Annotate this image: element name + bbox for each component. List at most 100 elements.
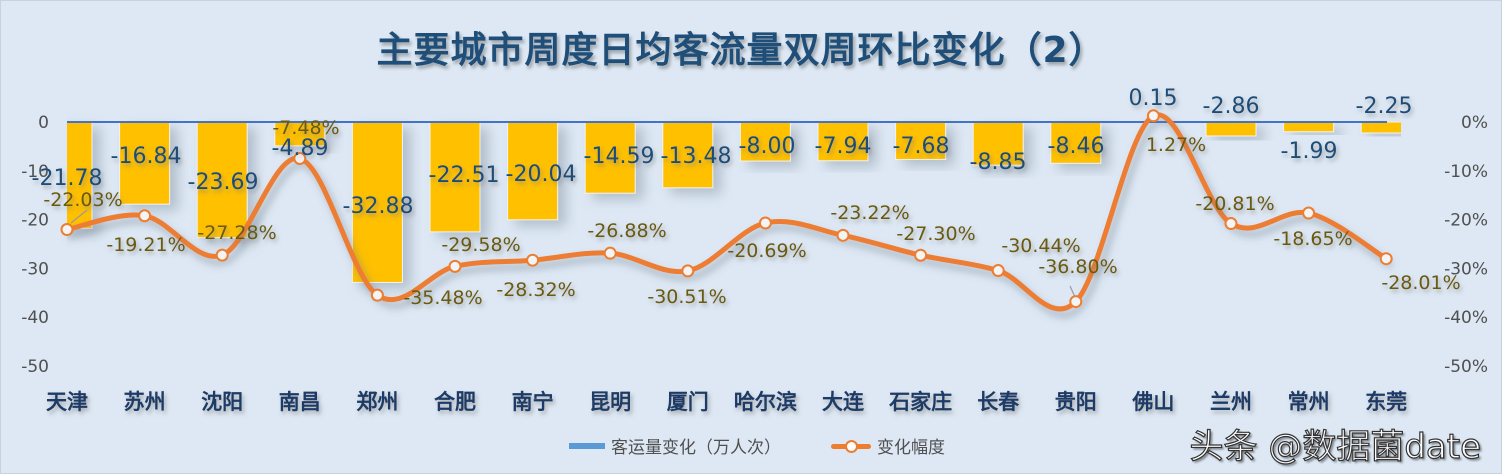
pct-value-label: -28.32%: [496, 279, 575, 301]
line-marker-石家庄[interactable]: [914, 248, 928, 262]
legend-line-marker-icon: [831, 439, 871, 453]
legend-line-label: 变化幅度: [877, 438, 945, 458]
pct-value-label: -20.69%: [727, 240, 806, 262]
pct-value-label: -18.65%: [1273, 228, 1352, 250]
pct-value-label: -20.81%: [1195, 193, 1274, 215]
bar-value-label: -21.78: [32, 166, 103, 191]
x-axis-category-label: 东莞: [1365, 390, 1407, 414]
x-axis-category-label: 佛山: [1131, 390, 1174, 414]
pct-value-label: -7.48%: [272, 117, 339, 139]
bar-郑州[interactable]: [351, 121, 403, 283]
pct-value-label: -36.80%: [1038, 256, 1117, 278]
x-axis-category-label: 南昌: [279, 390, 321, 414]
pct-value-label: -30.44%: [1001, 235, 1080, 257]
line-series-path: [64, 112, 1389, 312]
right-axis-tick: -50%: [1444, 357, 1488, 377]
bar-value-label: -2.86: [1203, 94, 1260, 119]
bar-series: [42, 120, 1411, 283]
line-marker-沈阳[interactable]: [215, 248, 229, 262]
pct-value-label: -23.22%: [830, 202, 909, 224]
line-marker-合肥[interactable]: [448, 259, 462, 273]
bar-value-label: -16.84: [111, 144, 182, 169]
left-axis-tick: -10: [21, 162, 49, 182]
line-marker-兰州[interactable]: [1224, 217, 1238, 231]
bar-南宁[interactable]: [507, 121, 559, 221]
bar-兰州[interactable]: [1205, 121, 1257, 137]
bar-常州[interactable]: [1283, 121, 1335, 133]
pct-value-label: -29.58%: [441, 234, 520, 256]
line-marker-佛山[interactable]: [1146, 109, 1160, 123]
pct-value-label: -30.51%: [647, 286, 726, 308]
line-marker-郑州[interactable]: [370, 288, 384, 302]
x-axis-category-label: 沈阳: [201, 390, 243, 414]
line-marker-贵阳[interactable]: [1069, 295, 1083, 309]
pct-value-label: -19.21%: [106, 234, 185, 256]
right-axis-tick: -40%: [1444, 308, 1488, 328]
bar-value-label: -7.68: [893, 134, 950, 159]
bar-沈阳[interactable]: [196, 121, 248, 239]
bar-东莞[interactable]: [1360, 121, 1411, 134]
bar-value-label: -22.51: [429, 163, 500, 188]
pct-value-label: -35.48%: [403, 287, 482, 309]
line-marker-南昌[interactable]: [293, 152, 307, 166]
right-axis-tick: -20%: [1444, 211, 1488, 231]
bar-value-label: -20.04: [506, 162, 577, 187]
legend-item-bar[interactable]: 客运量变化（万人次）: [569, 433, 781, 458]
bar-厦门[interactable]: [662, 121, 714, 189]
watermark: 头条 @数据菌date: [1189, 426, 1482, 467]
x-axis-category-label: 厦门: [667, 390, 709, 414]
bar-value-label: -8.85: [970, 150, 1027, 175]
left-axis-tick: 0: [38, 113, 49, 133]
x-axis-category-label: 贵阳: [1055, 390, 1097, 414]
bar-value-label: -23.69: [188, 170, 259, 195]
x-axis-category-label: 长春: [977, 390, 1020, 414]
bar-大连[interactable]: [817, 121, 869, 162]
pct-value-label: -27.30%: [896, 223, 975, 245]
bar-昆明[interactable]: [584, 121, 636, 194]
bar-value-label: -32.88: [343, 194, 414, 219]
line-marker-哈尔滨[interactable]: [758, 216, 772, 230]
bar-value-label: -8.00: [739, 134, 796, 159]
pct-value-label: -26.88%: [587, 220, 666, 242]
bar-长春[interactable]: [972, 121, 1024, 166]
x-axis-category-label: 天津: [46, 390, 88, 414]
line-marker-厦门[interactable]: [681, 264, 695, 278]
x-axis-category-label: 哈尔滨: [734, 390, 797, 414]
x-axis-category-label: 大连: [822, 390, 865, 414]
left-axis-tick: -40: [21, 308, 49, 328]
line-marker-东莞[interactable]: [1379, 252, 1393, 266]
bar-value-label: -4.89: [272, 136, 329, 161]
pct-value-label: -27.28%: [197, 222, 276, 244]
line-marker-昆明[interactable]: [603, 246, 617, 260]
line-marker-南宁[interactable]: [526, 253, 540, 267]
x-axis-category-label: 昆明: [589, 390, 631, 414]
x-axis-category-label: 兰州: [1210, 390, 1252, 414]
line-marker-天津[interactable]: [60, 223, 74, 237]
leader-line: [70, 209, 88, 224]
legend-bar-label: 客运量变化（万人次）: [611, 438, 781, 458]
bar-value-label: -8.46: [1048, 134, 1105, 159]
bar-value-label: -2.25: [1356, 94, 1413, 119]
legend-item-line[interactable]: 变化幅度: [831, 433, 945, 458]
bar-石家庄[interactable]: [895, 121, 947, 160]
line-marker-大连[interactable]: [836, 228, 850, 242]
bar-value-label: -1.99: [1281, 139, 1338, 164]
left-axis-tick: -30: [21, 259, 49, 279]
bar-天津[interactable]: [42, 121, 93, 229]
line-marker-常州[interactable]: [1302, 206, 1316, 220]
right-axis-tick: -30%: [1444, 259, 1488, 279]
right-axis-tick: -10%: [1444, 162, 1488, 182]
x-axis-category-label: 南宁: [512, 390, 554, 414]
pct-value-label: -28.01%: [1381, 272, 1460, 294]
pct-value-label: 1.27%: [1146, 134, 1206, 156]
line-marker-长春[interactable]: [991, 264, 1005, 278]
bar-value-label: -7.94: [815, 134, 872, 159]
x-axis-category-label: 合肥: [434, 390, 476, 414]
line-marker-苏州[interactable]: [138, 209, 152, 223]
chart-legend: 客运量变化（万人次） 变化幅度: [569, 433, 985, 458]
x-axis-category-label: 郑州: [356, 390, 398, 414]
pct-value-label: -22.03%: [43, 189, 122, 211]
bar-合肥[interactable]: [429, 121, 481, 233]
right-axis-tick: 0%: [1461, 113, 1488, 133]
